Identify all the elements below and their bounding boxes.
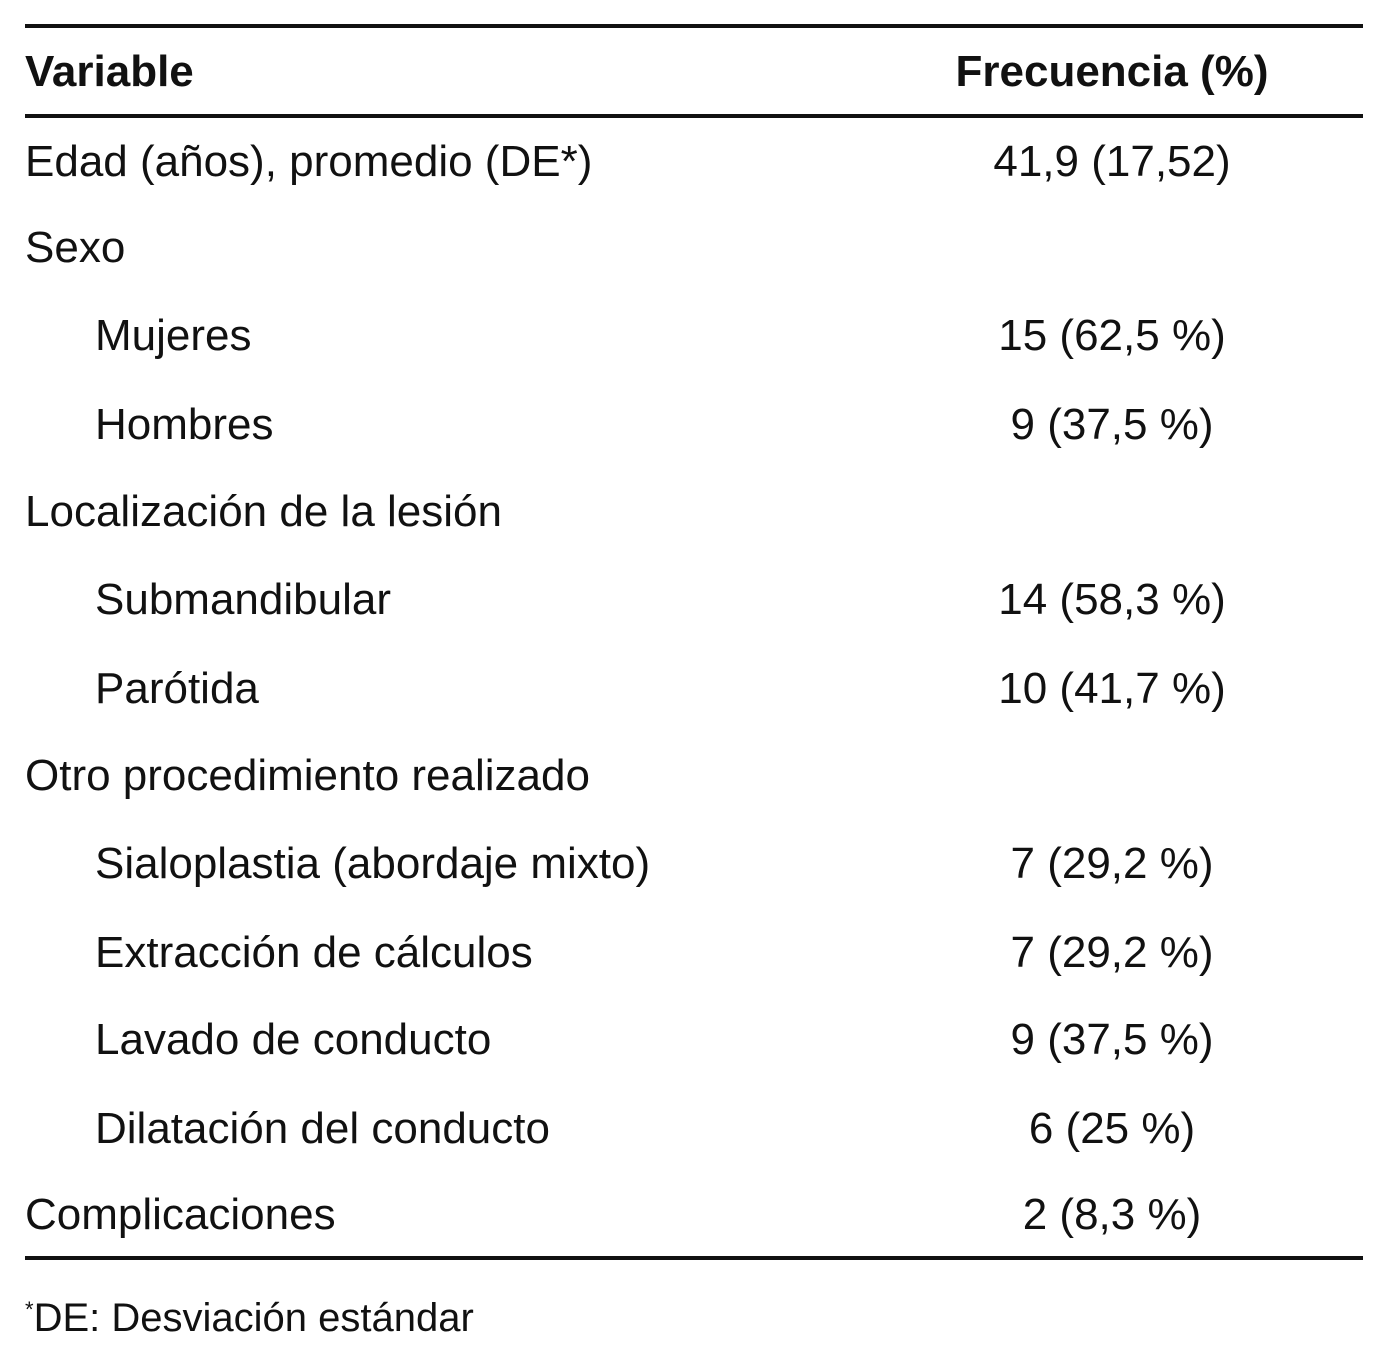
row-label: Localización de la lesión (25, 487, 502, 536)
footnote-text: DE: Desviación estándar (33, 1296, 474, 1340)
table-row: Parótida 10 (41,7 %) (0, 645, 1400, 733)
row-value: 14 (58,3 %) (998, 575, 1226, 624)
row-label: Extracción de cálculos (95, 928, 533, 977)
table-row: Edad (años), promedio (DE*) 41,9 (17,52) (0, 118, 1400, 206)
row-value: 9 (37,5 %) (1010, 400, 1214, 449)
table-row: Lavado de conducto 9 (37,5 %) (0, 996, 1400, 1084)
table-row: Mujeres 15 (62,5 %) (0, 292, 1400, 380)
footnote: *DE: Desviación estándar (25, 1280, 474, 1348)
header-rule (25, 114, 1363, 118)
row-label: Parótida (95, 664, 259, 713)
table-row: Dilatación del conducto 6 (25 %) (0, 1085, 1400, 1173)
table-row: Complicaciones 2 (8,3 %) (0, 1171, 1400, 1259)
row-value: 10 (41,7 %) (998, 664, 1226, 713)
row-label: Complicaciones (25, 1190, 336, 1239)
row-value: 6 (25 %) (1028, 1104, 1196, 1153)
footnote-marker: * (25, 1297, 34, 1322)
table-row: Sexo (0, 204, 1400, 292)
row-value: 15 (62,5 %) (998, 311, 1226, 360)
row-value: 41,9 (17,52) (993, 137, 1231, 186)
header-variable: Variable (25, 47, 194, 96)
bottom-rule (25, 1256, 1363, 1260)
table-row: Extracción de cálculos 7 (29,2 %) (0, 909, 1400, 997)
row-value: 2 (8,3 %) (1022, 1190, 1202, 1239)
row-label: Sexo (25, 223, 126, 272)
row-value: 7 (29,2 %) (1010, 928, 1214, 977)
table-row: Localización de la lesión (0, 468, 1400, 556)
table-row: Submandibular 14 (58,3 %) (0, 556, 1400, 644)
top-rule (25, 24, 1363, 28)
table-row: Hombres 9 (37,5 %) (0, 381, 1400, 469)
row-label: Hombres (95, 400, 274, 449)
header-frequency: Frecuencia (%) (955, 47, 1269, 96)
row-value: 7 (29,2 %) (1010, 839, 1214, 888)
header-row: Variable Frecuencia (%) (0, 28, 1400, 116)
row-label: Sialoplastia (abordaje mixto) (95, 839, 651, 888)
row-label: Submandibular (95, 575, 391, 624)
table-row: Sialoplastia (abordaje mixto) 7 (29,2 %) (0, 820, 1400, 908)
row-label: Edad (años), promedio (DE*) (25, 137, 593, 186)
row-label: Mujeres (95, 311, 252, 360)
row-value: 9 (37,5 %) (1010, 1015, 1214, 1064)
row-label: Dilatación del conducto (95, 1104, 550, 1153)
row-label: Lavado de conducto (95, 1015, 492, 1064)
row-label: Otro procedimiento realizado (25, 751, 590, 800)
table-row: Otro procedimiento realizado (0, 732, 1400, 820)
